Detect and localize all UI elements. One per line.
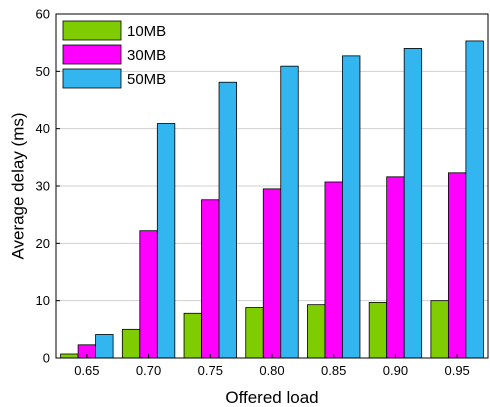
bar-50MB-0.65 [95, 334, 114, 359]
legend-label-50MB: 50MB [127, 71, 166, 88]
bar-10MB-0.70 [121, 328, 141, 359]
y-tick-label: 60 [36, 7, 50, 22]
x-tick-label: 0.90 [383, 363, 408, 378]
y-tick-label: 50 [36, 64, 50, 79]
bar-50MB-0.70 [156, 123, 176, 359]
bar-50MB-0.95 [465, 40, 484, 359]
legend-swatch-30MB [62, 44, 122, 65]
bar-10MB-0.85 [307, 304, 326, 359]
bar-50MB-0.75 [218, 81, 237, 359]
y-axis-title: Average delay (ms) [8, 112, 27, 259]
legend: 10MB 30MB 50MB [62, 20, 166, 89]
x-tick-label: 0.80 [259, 363, 284, 378]
bar-50MB-0.90 [403, 48, 423, 359]
bar-50MB-0.85 [342, 55, 361, 359]
bars [60, 40, 484, 359]
bar-30MB-0.95 [447, 172, 467, 359]
bar-30MB-0.85 [324, 181, 343, 359]
y-tick-label: 40 [36, 121, 50, 136]
y-tick-label: 0 [43, 351, 50, 366]
bar-10MB-0.65 [60, 353, 79, 359]
bar-30MB-0.70 [139, 230, 158, 359]
legend-label-10MB: 10MB [127, 23, 166, 40]
bar-10MB-0.80 [245, 307, 264, 359]
x-tick-label: 0.70 [136, 363, 161, 378]
x-tick-label: 0.65 [74, 363, 99, 378]
legend-swatch-10MB [62, 20, 122, 41]
legend-swatch-50MB [62, 68, 122, 89]
x-tick-label: 0.95 [444, 363, 469, 378]
x-tick-label: 0.75 [198, 363, 223, 378]
bar-10MB-0.90 [368, 301, 388, 359]
bar-10MB-0.95 [430, 300, 449, 359]
bar-10MB-0.75 [183, 312, 202, 359]
y-tick-label: 30 [36, 179, 50, 194]
legend-label-30MB: 30MB [127, 47, 166, 64]
x-axis-title: Offered load [225, 388, 318, 407]
bar-30MB-0.90 [386, 176, 405, 359]
y-axis: 0 10 20 30 40 50 60 [36, 7, 60, 366]
bar-30MB-0.80 [262, 188, 282, 359]
x-tick-label: 0.85 [321, 363, 346, 378]
y-tick-label: 10 [36, 293, 50, 308]
bar-50MB-0.80 [280, 65, 299, 359]
x-axis: 0.65 0.70 0.75 0.80 0.85 0.90 0.95 [74, 354, 470, 378]
y-tick-label: 20 [36, 236, 50, 251]
bar-30MB-0.75 [201, 199, 220, 359]
